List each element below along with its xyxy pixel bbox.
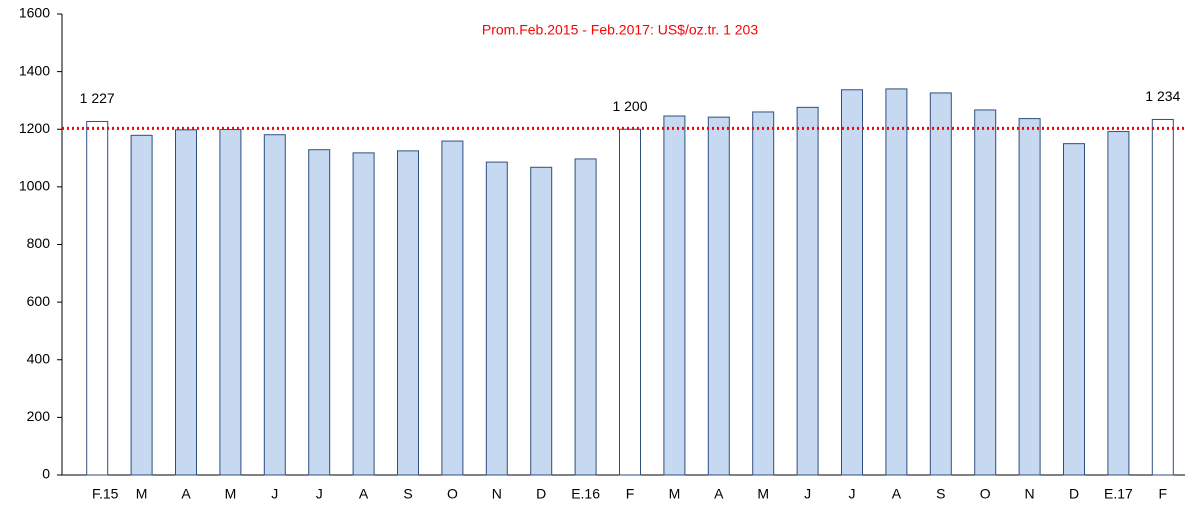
y-tick-label: 1400 [19, 62, 50, 78]
x-tick-label: J [271, 486, 278, 502]
y-tick-label: 200 [27, 408, 51, 424]
bar [796, 106, 819, 476]
x-tick-label: D [1069, 486, 1079, 502]
y-tick-label: 800 [27, 235, 51, 251]
x-tick-label: A [892, 486, 902, 502]
value-label: 1 200 [612, 98, 647, 114]
bar [219, 129, 242, 476]
x-tick-label: N [492, 486, 502, 502]
y-tick-label: 0 [42, 466, 50, 482]
x-tick-label: D [536, 486, 546, 502]
bar [1063, 143, 1085, 476]
value-label: 1 227 [80, 90, 115, 106]
bar [974, 109, 997, 476]
bar [308, 149, 331, 476]
bar [619, 128, 641, 476]
x-tick-label: M [136, 486, 148, 502]
y-tick-label: 1000 [19, 178, 50, 194]
bar [929, 92, 952, 476]
bar [1151, 118, 1174, 476]
x-tick-label: A [359, 486, 369, 502]
x-tick-label: E.17 [1104, 486, 1133, 502]
x-tick-label: J [804, 486, 811, 502]
bar [885, 88, 908, 476]
x-tick-label: F.15 [92, 486, 119, 502]
bar [397, 150, 419, 476]
bar [841, 89, 863, 476]
y-tick-label: 1200 [19, 120, 50, 136]
y-tick-label: 400 [27, 350, 51, 366]
bar [1107, 131, 1130, 476]
x-tick-label: S [936, 486, 945, 502]
bar [352, 152, 375, 476]
x-tick-label: A [714, 486, 724, 502]
x-tick-label: O [447, 486, 458, 502]
bar [530, 166, 553, 476]
x-tick-label: A [181, 486, 191, 502]
x-tick-label: M [225, 486, 237, 502]
x-tick-label: E.16 [571, 486, 600, 502]
bar [441, 140, 464, 476]
bar [263, 134, 286, 476]
x-tick-label: F [1159, 486, 1168, 502]
bar [707, 116, 730, 476]
x-tick-label: M [669, 486, 681, 502]
x-tick-label: J [316, 486, 323, 502]
bar [574, 158, 597, 476]
bar [752, 111, 775, 476]
bar [1018, 118, 1041, 476]
x-tick-label: O [980, 486, 991, 502]
bar [485, 161, 508, 476]
bar [86, 120, 109, 476]
x-tick-label: S [403, 486, 412, 502]
x-tick-label: J [849, 486, 856, 502]
y-tick-label: 600 [27, 293, 51, 309]
x-tick-label: M [757, 486, 769, 502]
bar [175, 129, 197, 476]
value-label: 1 234 [1145, 88, 1180, 104]
bar [130, 134, 153, 476]
x-tick-label: F [626, 486, 635, 502]
y-tick-label: 1600 [19, 5, 50, 21]
annotation: Prom.Feb.2015 - Feb.2017: US$/oz.tr. 1 2… [482, 22, 758, 38]
x-tick-label: N [1025, 486, 1035, 502]
bar [663, 115, 686, 476]
